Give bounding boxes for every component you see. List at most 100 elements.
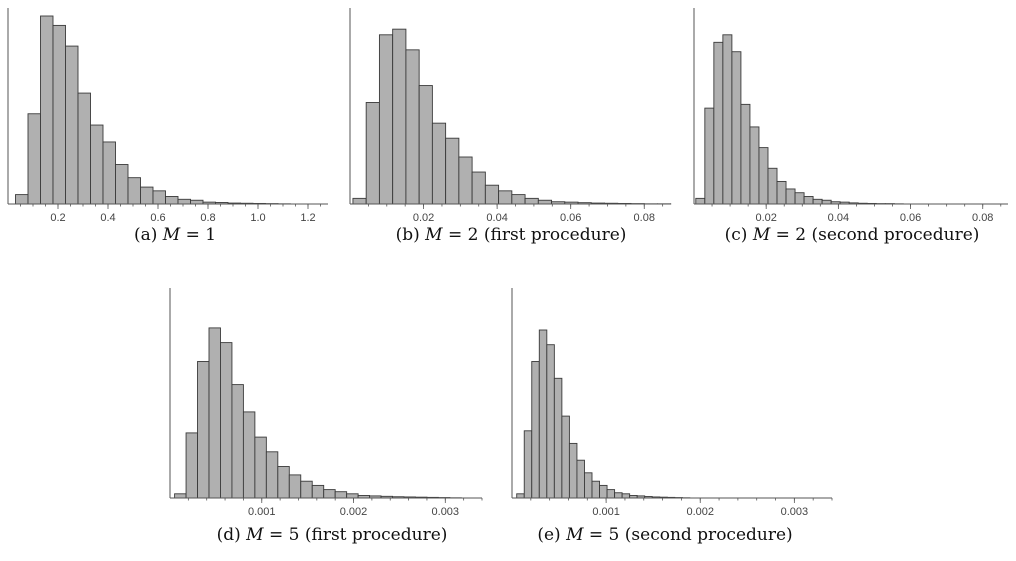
histogram-c-svg: 0.02 0.04 0.06 0.08 xyxy=(693,8,1008,224)
histogram-bar xyxy=(277,466,290,499)
histogram-bar xyxy=(568,442,578,499)
histogram-bar xyxy=(749,126,760,205)
caption-d: (d) M = 5 (first procedure) xyxy=(216,525,448,545)
histogram-bar xyxy=(323,489,336,499)
x-tick-label: 0.4 xyxy=(100,212,115,224)
histogram-bar xyxy=(516,493,525,499)
histogram-bar xyxy=(300,480,313,499)
x-tick-label: 0.001 xyxy=(592,506,620,518)
histogram-bar xyxy=(177,198,191,205)
histogram-bar xyxy=(758,147,769,205)
x-tick-label: 0.04 xyxy=(828,212,849,224)
histogram-bar xyxy=(785,188,796,205)
histogram-bar xyxy=(553,377,563,499)
histogram-bar xyxy=(523,430,533,499)
x-tick-label: 0.08 xyxy=(634,212,655,224)
histogram-a-svg: 0.2 0.4 0.6 0.8 1.0 1.2 xyxy=(7,8,328,224)
histogram-bar xyxy=(65,45,79,205)
histogram-bar xyxy=(591,480,600,499)
x-tick-label: 0.08 xyxy=(972,212,993,224)
histogram-bar xyxy=(185,432,198,499)
histogram-bar xyxy=(576,459,585,499)
histogram-panel-d: 0.001 0.002 0.003 xyxy=(169,288,492,518)
histogram-bar xyxy=(115,164,129,205)
histogram-bar xyxy=(740,103,751,205)
histogram-bar xyxy=(140,186,154,205)
histogram-bar xyxy=(190,199,204,205)
histogram-bar xyxy=(704,107,715,205)
histogram-bar xyxy=(713,41,724,205)
histogram-bar xyxy=(803,196,814,205)
x-tick-label: 1.2 xyxy=(300,212,315,224)
histogram-bar xyxy=(220,342,233,499)
histogram-bar xyxy=(484,184,500,205)
histogram-bar xyxy=(127,177,141,205)
caption-e: (e) M = 5 (second procedure) xyxy=(537,525,793,545)
caption-b: (b) M = 2 (first procedure) xyxy=(395,225,627,245)
x-tick-label: 0.8 xyxy=(200,212,215,224)
x-tick-label: 0.002 xyxy=(686,506,714,518)
histogram-bar xyxy=(208,327,221,499)
histogram-bar xyxy=(584,472,593,499)
histogram-bar xyxy=(334,491,348,499)
histogram-bar xyxy=(776,180,787,205)
histogram-bar xyxy=(498,190,513,205)
histogram-panel-c: 0.02 0.04 0.06 0.08 xyxy=(693,8,1010,224)
histogram-bar xyxy=(265,451,279,499)
histogram-bar xyxy=(102,141,116,205)
x-tick-label: 0.2 xyxy=(50,212,65,224)
histogram-bar xyxy=(52,24,66,205)
histogram-bar xyxy=(405,49,420,205)
histogram-bar xyxy=(174,493,187,499)
histogram-bar xyxy=(546,344,555,499)
histogram-panel-a: 0.2 0.4 0.6 0.8 1.0 1.2 xyxy=(7,8,330,224)
histogram-bar xyxy=(538,329,548,499)
x-tick-label: 0.003 xyxy=(781,506,809,518)
histogram-bar xyxy=(621,493,631,499)
histogram-bar xyxy=(254,436,267,499)
histogram-bar xyxy=(537,199,553,205)
histogram-bar xyxy=(531,361,540,499)
histogram-bar xyxy=(695,197,706,205)
histogram-bar xyxy=(15,194,29,205)
x-tick-label: 0.02 xyxy=(413,212,434,224)
histogram-bar xyxy=(812,198,823,205)
histogram-b-svg: 0.02 0.04 0.06 0.08 xyxy=(349,8,672,224)
x-tick-label: 0.06 xyxy=(900,212,921,224)
histogram-bar xyxy=(231,384,244,499)
x-tick-label: 0.6 xyxy=(150,212,165,224)
histogram-bar xyxy=(821,199,832,205)
histogram-bar xyxy=(197,361,210,499)
histogram-bar xyxy=(165,196,179,205)
histogram-bar xyxy=(392,28,407,205)
histogram-bar xyxy=(524,197,539,205)
histogram-bar xyxy=(288,474,302,499)
histogram-bar xyxy=(614,492,623,499)
histogram-bar xyxy=(722,34,733,205)
histogram-e-svg: 0.001 0.002 0.003 xyxy=(511,288,833,518)
histogram-bar xyxy=(311,484,325,499)
histogram-bar xyxy=(352,197,367,205)
histogram-bar xyxy=(346,493,359,499)
histogram-bar xyxy=(40,15,54,205)
histogram-bar xyxy=(471,171,486,205)
histogram-bar xyxy=(511,194,526,205)
histogram-bar xyxy=(767,167,778,205)
histogram-bar xyxy=(458,156,473,205)
histogram-bar xyxy=(731,51,742,205)
histogram-bar xyxy=(90,124,104,205)
histogram-panel-e: 0.001 0.002 0.003 xyxy=(511,288,834,518)
x-tick-label: 0.04 xyxy=(486,212,507,224)
histogram-bar xyxy=(152,190,166,205)
histogram-bar xyxy=(561,415,570,499)
histogram-bar xyxy=(77,92,91,205)
caption-a: (a) M = 1 xyxy=(133,225,217,245)
histogram-bar xyxy=(606,489,616,499)
histogram-bar xyxy=(445,137,460,205)
histogram-bar xyxy=(794,192,805,205)
histogram-bar xyxy=(599,484,608,499)
histogram-bar xyxy=(378,34,394,205)
histogram-bar xyxy=(27,113,41,205)
histogram-bar xyxy=(418,85,433,205)
histogram-bar xyxy=(431,122,447,205)
